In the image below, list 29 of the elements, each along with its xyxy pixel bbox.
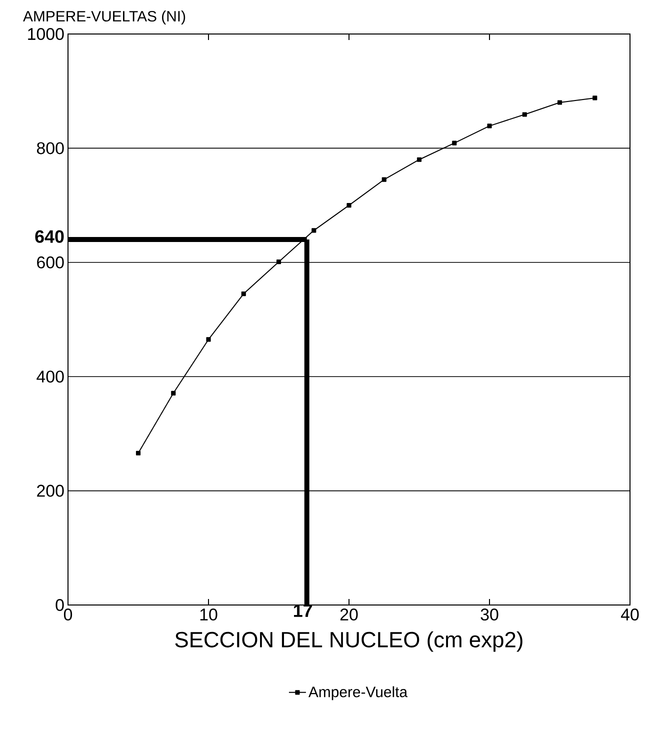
point	[346, 203, 352, 208]
x-tick-label: 10	[200, 608, 218, 621]
y-tick-label: 400	[36, 370, 64, 383]
point	[592, 96, 598, 100]
point	[452, 140, 457, 146]
point	[557, 100, 562, 105]
y-tick-label: 800	[36, 142, 64, 154]
x-tick-label: 0	[64, 608, 72, 621]
point	[136, 450, 141, 456]
point	[312, 228, 316, 233]
point	[206, 337, 211, 342]
y-tick-label: 1000	[28, 28, 64, 40]
point	[416, 157, 422, 162]
point	[487, 124, 492, 128]
ref-line-label: 640	[35, 230, 64, 243]
y-axis-title: AMPERE-VUELTAS (NI)	[23, 10, 186, 24]
point	[171, 390, 176, 396]
y-tick-label: 600	[37, 256, 64, 268]
x-axis-title: SECCION DEL NUCLEO (cm exp2)	[175, 631, 522, 652]
point	[276, 260, 282, 264]
x-tick-label: 30	[480, 608, 498, 621]
point	[241, 292, 246, 296]
x-tick-label: 20	[340, 608, 358, 621]
legend-label: Ampere-Vuelta	[308, 686, 408, 700]
x-tick-label: 40	[620, 608, 639, 621]
y-tick-label: 200	[37, 484, 64, 497]
point	[522, 112, 527, 117]
y-tick-label: 0	[56, 598, 64, 611]
point	[382, 177, 386, 182]
